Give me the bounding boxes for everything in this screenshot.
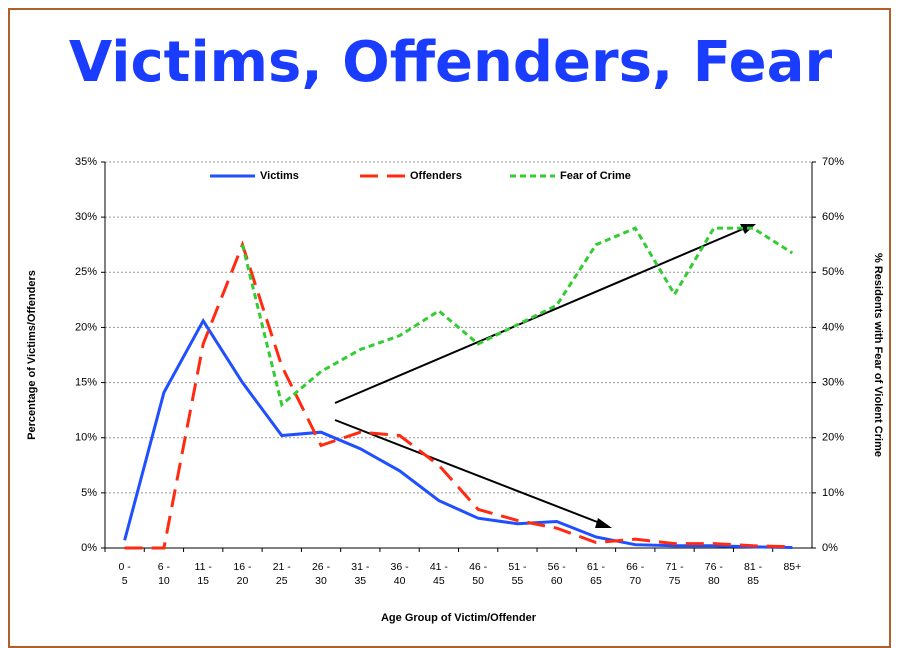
y-tick-label: 15% <box>75 376 97 388</box>
x-tick-label: 85+ <box>783 561 802 573</box>
y2-axis-label: % Residents with Fear of Violent Crime <box>872 253 884 457</box>
legend-label: Victims <box>260 170 299 182</box>
x-tick-label: 16 - 20 <box>233 561 252 587</box>
y2-tick-label: 50% <box>822 266 844 278</box>
y-tick-label: 30% <box>75 211 97 223</box>
y-axis-label: Percentage of Victims/Offenders <box>26 270 38 440</box>
x-tick-label: 51 - 55 <box>508 561 527 587</box>
x-tick-label: 76 - 80 <box>704 561 723 587</box>
y-tick-label: 0% <box>81 542 97 554</box>
y2-tick-label: 30% <box>822 376 844 388</box>
annotation-arrow <box>334 225 751 404</box>
x-tick-label: 0 - 5 <box>118 561 131 587</box>
x-tick-label: 71 - 75 <box>665 561 684 587</box>
x-tick-label: 41 - 45 <box>429 561 448 587</box>
x-tick-label: 21 - 25 <box>272 561 291 587</box>
y2-tick-label: 60% <box>822 211 844 223</box>
legend-label: Fear of Crime <box>560 170 631 182</box>
y2-tick-label: 70% <box>822 156 844 168</box>
y2-tick-label: 20% <box>822 432 844 444</box>
y2-tick-label: 40% <box>822 321 844 333</box>
x-tick-label: 31 - 35 <box>351 561 370 587</box>
x-tick-label: 36 - 40 <box>390 561 409 587</box>
x-tick-label: 61 - 65 <box>586 561 606 587</box>
annotation-arrow <box>334 419 606 526</box>
y2-tick-label: 10% <box>822 487 844 499</box>
x-tick-label: 81 - 85 <box>744 561 763 587</box>
x-tick-label: 11 - 15 <box>194 561 212 587</box>
x-tick-label: 26 - 30 <box>311 561 331 587</box>
y-tick-label: 35% <box>75 156 97 168</box>
y-tick-label: 10% <box>75 432 97 444</box>
chart-title: Victims, Offenders, Fear <box>68 30 833 95</box>
series-line <box>123 317 793 549</box>
arrow-head <box>595 518 612 528</box>
y-tick-label: 20% <box>75 321 97 333</box>
x-tick-label: 46 - 50 <box>469 561 488 587</box>
legend-label: Offenders <box>410 170 462 182</box>
x-axis-label: Age Group of Victim/Offender <box>381 612 537 624</box>
x-tick-label: 6 - 10 <box>157 561 171 587</box>
series-line <box>124 240 793 550</box>
y-tick-label: 25% <box>75 266 97 278</box>
x-tick-label: 66 - 70 <box>626 561 645 587</box>
series-line <box>241 226 794 408</box>
y-tick-label: 5% <box>81 487 97 499</box>
x-tick-label: 56 - 60 <box>547 561 566 587</box>
y2-tick-label: 0% <box>822 542 838 554</box>
